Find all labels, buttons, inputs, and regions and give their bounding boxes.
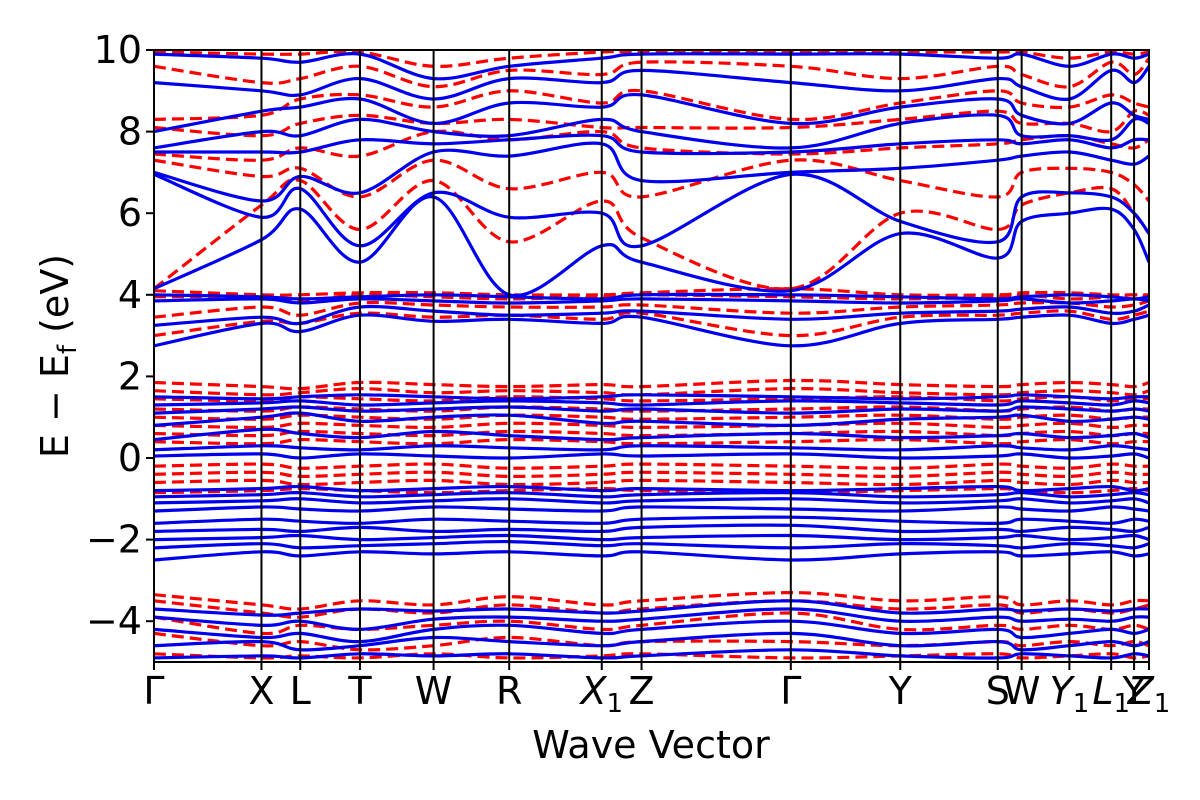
band-1-4 (154, 591, 1149, 611)
band-1-25 (154, 88, 1149, 122)
band-1-16 (154, 378, 1149, 391)
band-0-8 (154, 523, 1149, 534)
band-1-24 (154, 108, 1149, 138)
band-0-9 (154, 515, 1149, 525)
x-tick-label-7: Z (629, 669, 655, 713)
x-tick-label-9: Y (888, 669, 913, 713)
y-tick-label-4: 4 (118, 273, 142, 317)
band-1-21 (154, 178, 1149, 291)
band-1-1 (154, 631, 1149, 652)
x-tick-label-8: Γ (780, 669, 801, 713)
x-tick-label-5: R (496, 669, 522, 713)
y-tick-label-3: 2 (118, 354, 142, 398)
x-tick-label-10: S (986, 669, 1010, 713)
band-1-12 (154, 413, 1149, 421)
band-0-2 (154, 619, 1149, 644)
band-0-14 (154, 452, 1149, 460)
x-tick-label-12: Y1 (1050, 669, 1090, 719)
band-0-1 (154, 631, 1149, 652)
band-1-19 (154, 293, 1149, 303)
band-1-10 (154, 429, 1149, 438)
x-tick-label-4: W (415, 669, 453, 713)
x-tick-label-0: Γ (143, 669, 164, 713)
band-1-13 (154, 405, 1149, 413)
x-axis-label: Wave Vector (532, 723, 770, 767)
band-0-15 (154, 444, 1149, 452)
band-0-22 (154, 303, 1149, 327)
band-1-6 (154, 478, 1149, 487)
y-tick-label-1: −2 (86, 518, 142, 562)
band-0-12 (154, 491, 1149, 499)
band-0-32 (154, 52, 1149, 81)
band-1-2 (154, 611, 1149, 636)
band-0-21 (154, 313, 1149, 348)
x-tick-label-13: L1 (1092, 669, 1130, 719)
spin-up-bands (154, 52, 1149, 660)
x-tick-label-1: X (248, 669, 274, 713)
y-tick-label-2: 0 (118, 436, 142, 480)
band-1-9 (154, 437, 1149, 446)
band-1-11 (154, 421, 1149, 430)
band-1-20 (154, 287, 1149, 297)
band-0-10 (154, 505, 1149, 513)
band-0-27 (154, 141, 1149, 203)
high-symmetry-lines (260, 50, 1136, 662)
band-1-8 (154, 462, 1149, 470)
y-axis-ticks: −4 −2 0 2 4 6 8 10 (86, 28, 154, 643)
band-0-18 (154, 405, 1149, 415)
band-0-0 (154, 648, 1149, 660)
band-0-20 (154, 393, 1149, 401)
band-0-23 (154, 297, 1149, 305)
band-0-29 (154, 113, 1149, 150)
band-0-28 (154, 133, 1149, 156)
x-tick-label-15: Z1 (1127, 669, 1171, 719)
spin-down-bands (154, 50, 1149, 660)
x-tick-label-11: W (1003, 669, 1041, 713)
x-tick-label-2: L (290, 669, 311, 713)
band-1-7 (154, 470, 1149, 479)
band-1-26 (154, 57, 1149, 89)
y-tick-label-7: 10 (94, 28, 142, 72)
x-tick-label-3: T (347, 669, 372, 713)
y-tick-label-0: −4 (86, 599, 142, 643)
band-0-31 (154, 65, 1149, 101)
band-1-15 (154, 386, 1149, 397)
band-0-7 (154, 533, 1149, 542)
band-1-17 (154, 309, 1149, 338)
band-0-30 (154, 92, 1149, 134)
y-tick-label-6: 8 (118, 110, 142, 154)
band-0-5 (154, 550, 1149, 562)
x-tick-label-6: X1 (578, 669, 623, 719)
x-tick-label-14: Y (1121, 669, 1146, 713)
band-1-27 (154, 50, 1149, 68)
band-1-5 (154, 487, 1149, 495)
band-0-24 (154, 292, 1149, 301)
band-0-19 (154, 399, 1149, 407)
y-axis-label: E − Ef (eV) (33, 254, 83, 458)
band-0-11 (154, 497, 1149, 505)
band-0-4 (154, 599, 1149, 617)
band-0-16 (154, 427, 1149, 442)
plot-frame (153, 49, 1150, 663)
band-0-17 (154, 411, 1149, 428)
band-0-3 (154, 607, 1149, 632)
band-0-6 (154, 539, 1149, 550)
band-0-25 (154, 195, 1149, 298)
y-tick-label-5: 6 (118, 191, 142, 235)
band-0-13 (154, 484, 1149, 493)
